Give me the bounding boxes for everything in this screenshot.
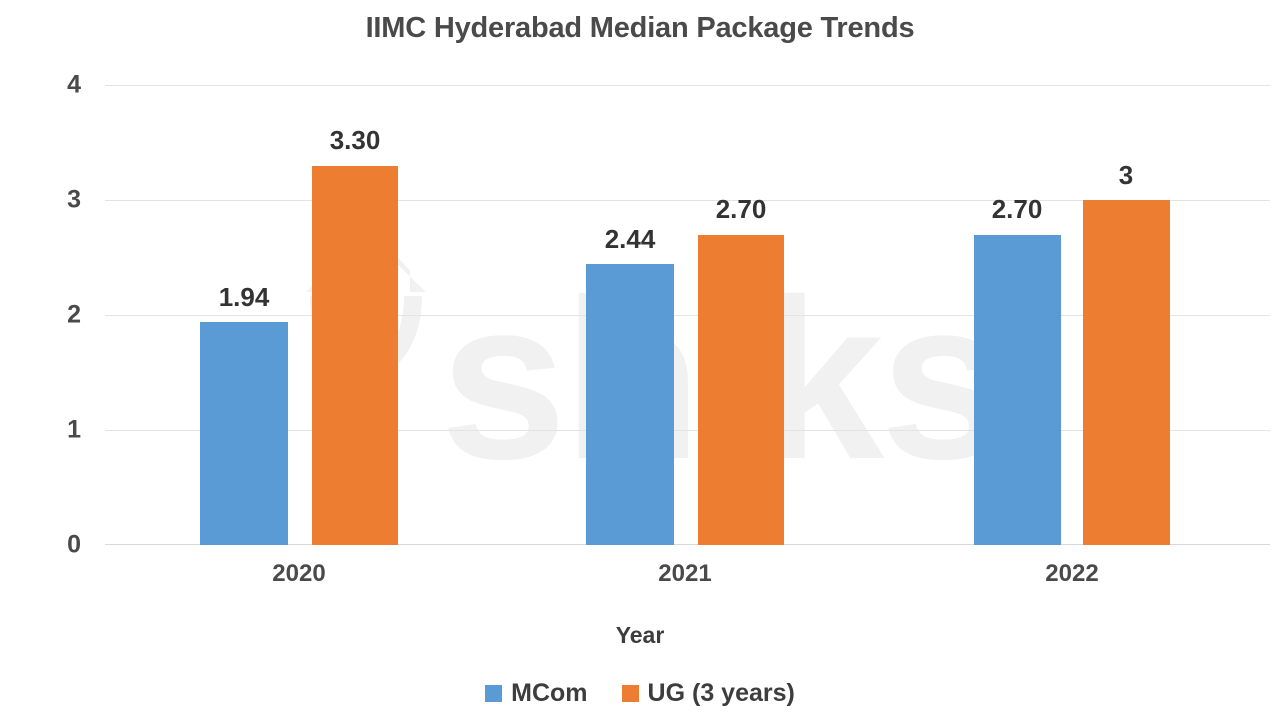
- y-tick-2: 2: [67, 300, 81, 329]
- plot-area: 1.94 3.30 2.44 2.70 2.70 3 4 3 2 1 0: [67, 71, 1270, 559]
- bar-label-ug-2021: 2.70: [715, 194, 767, 224]
- gridline-0: [105, 544, 1270, 545]
- bar-label-mcom-2020: 1.94: [218, 282, 270, 312]
- y-tick-1: 1: [67, 415, 81, 444]
- y-tick-3: 3: [67, 185, 81, 214]
- bar-label-ug-2022: 3: [1118, 160, 1134, 190]
- gridline-4: [105, 85, 1270, 86]
- x-tick-2020: 2020: [272, 560, 326, 587]
- legend-swatch-ug: [621, 685, 639, 702]
- bar-ug-2020[interactable]: [312, 165, 398, 545]
- gridline-3: [105, 200, 1270, 201]
- bar-mcom-2022[interactable]: [974, 234, 1061, 545]
- bar-label-mcom-2021: 2.44: [604, 224, 656, 254]
- y-tick-4: 4: [67, 70, 81, 99]
- legend-swatch-mcom: [485, 685, 503, 702]
- legend-label-mcom: MCom: [511, 679, 588, 707]
- chart-title: IIMC Hyderabad Median Package Trends: [365, 12, 915, 44]
- x-tick-2022: 2022: [1045, 560, 1099, 587]
- gridline-1: [105, 430, 1270, 431]
- bar-label-ug-2020: 3.30: [329, 125, 381, 155]
- y-tick-0: 0: [67, 530, 81, 559]
- bar-mcom-2020[interactable]: [200, 321, 288, 545]
- x-axis-title: Year: [615, 622, 665, 648]
- gridline-2: [105, 315, 1270, 316]
- legend-label-ug: UG (3 years): [647, 679, 795, 707]
- legend-item-ug[interactable]: UG (3 years): [621, 679, 795, 708]
- bar-mcom-2021[interactable]: [586, 264, 674, 545]
- bar-label-mcom-2022: 2.70: [991, 194, 1043, 224]
- chart-legend: MCom UG (3 years): [0, 679, 1280, 708]
- bar-ug-2021[interactable]: [698, 234, 784, 545]
- legend-item-mcom[interactable]: MCom: [485, 679, 588, 708]
- x-tick-2021: 2021: [658, 560, 712, 587]
- bar-ug-2022[interactable]: [1083, 200, 1170, 545]
